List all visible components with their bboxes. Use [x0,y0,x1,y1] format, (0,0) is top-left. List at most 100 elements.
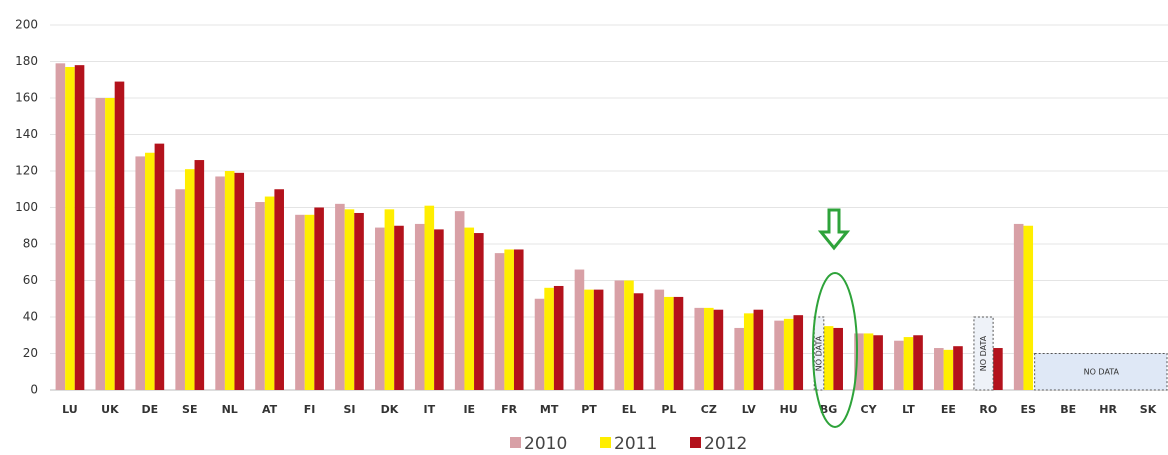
bar [654,289,665,390]
bar [624,280,634,390]
no-data-label: NO DATA [979,335,988,371]
bar [903,337,914,390]
legend-swatch [690,437,701,448]
bar [304,214,315,390]
y-tick-label: 40 [23,310,38,324]
y-tick-label: 120 [15,164,38,178]
y-tick-label: 160 [15,91,38,105]
bar [943,349,954,390]
bar [264,196,275,390]
bar [584,289,594,390]
bar [823,326,834,390]
bar [344,209,355,390]
bar [743,313,754,390]
x-tick-label: FR [501,403,518,416]
bar [375,227,385,390]
x-tick-label: FI [304,403,316,416]
bar [194,160,205,390]
legend-label: 2012 [704,434,747,454]
bar [454,211,465,390]
no-data-label: NO DATA [815,335,824,371]
bar [953,346,963,390]
bar [793,315,804,390]
bar [753,309,764,390]
bar [863,333,874,390]
x-tick-label: AT [262,403,278,416]
y-tick-label: 20 [23,346,38,360]
legend-swatch [600,437,611,448]
bar [335,203,345,390]
legend-label: 2010 [524,434,567,454]
x-tick-label: DK [381,403,399,416]
bar [55,63,66,390]
bar [504,249,514,390]
bar [384,209,395,390]
x-tick-label: HU [780,403,798,416]
no-data-box [973,316,994,391]
bar [184,169,195,390]
bar [704,307,714,390]
bar [114,81,125,390]
x-tick-label: UK [101,403,119,416]
bar [414,223,425,390]
bar [534,298,545,390]
bar [135,156,146,390]
bar [255,202,265,390]
x-tick-label: SI [343,403,355,416]
x-tick-label: MT [540,403,559,416]
bar [734,327,744,390]
x-tick-label: ES [1021,403,1037,416]
bar [774,320,784,390]
bar [664,296,674,390]
bar [574,269,585,390]
x-tick-label: IE [463,403,475,416]
x-tick-label: DE [141,403,158,416]
highlight-ellipse [812,272,858,428]
bar [224,171,235,390]
x-tick-label: NL [222,403,238,416]
x-tick-label: LT [902,403,915,416]
x-tick-label: BG [820,403,837,416]
x-tick-label: BE [1060,403,1076,416]
x-tick-label: EL [622,403,637,416]
bar [934,348,944,390]
bar [873,335,883,390]
no-data-box [1034,353,1168,391]
bar [295,214,305,390]
bar [633,293,644,390]
bar [1013,223,1024,390]
bar [234,172,245,390]
legend-label: 2011 [614,434,657,454]
bar [354,212,364,390]
bar [74,65,85,391]
y-tick-label: 0 [30,383,38,397]
x-tick-label: SE [182,403,197,416]
bar [783,318,794,390]
plot: 0 20 40 60 80 100 120 140 160 180 200 LU UK DE SE NL AT F… [15,18,1168,454]
bar [694,307,705,390]
y-tick-label: 180 [15,54,38,68]
bar [65,66,75,390]
bar [894,340,904,390]
x-tick-label: EE [941,403,956,416]
no-data-box [813,316,825,391]
bar [513,249,524,390]
x-tick-label: CY [861,403,878,416]
x-tick-label: PT [581,403,597,416]
bar [145,152,155,390]
bar [833,327,843,390]
bar [154,143,165,390]
arrow [817,208,851,251]
x-tick-label: IT [424,403,436,416]
y-tick-label: 60 [23,273,38,287]
y-tick-label: 80 [23,237,38,251]
bar [394,225,404,390]
bar [993,348,1003,390]
bar [105,98,115,390]
legend-swatch [510,437,521,448]
bar [544,287,554,390]
bar [215,176,225,390]
x-tick-label: RO [979,403,997,416]
y-tick-label: 100 [15,200,38,214]
